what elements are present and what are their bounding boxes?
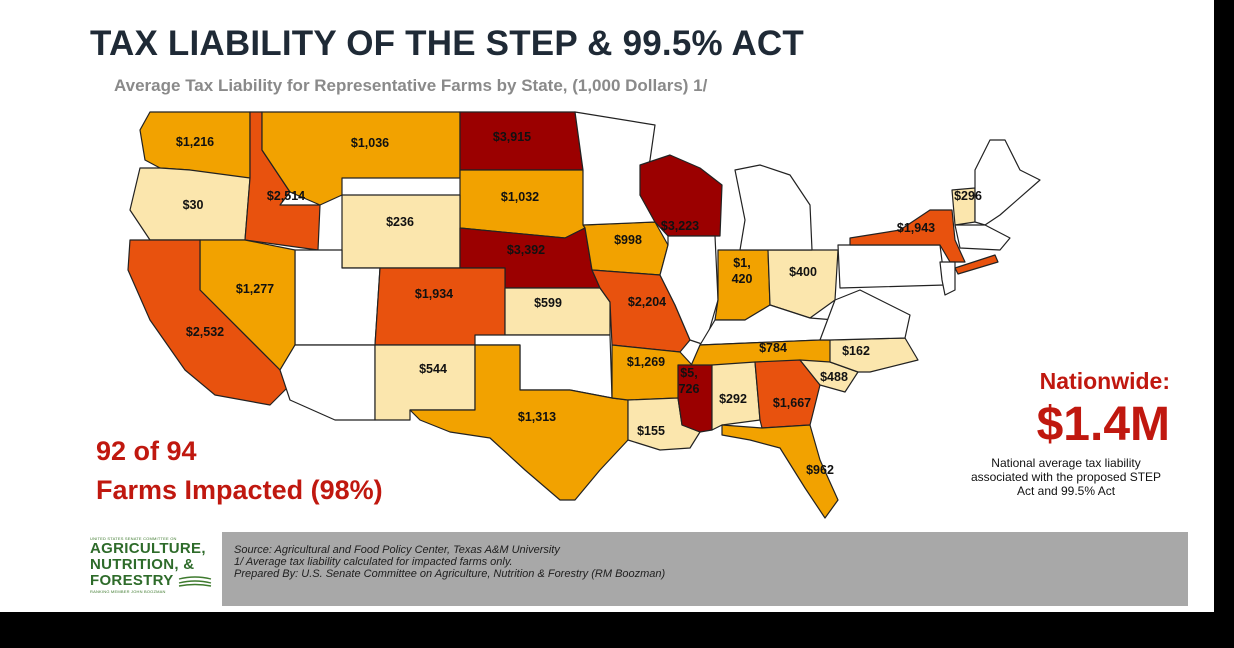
state-value-ms: $5, [680, 366, 697, 380]
state-value-ms: 726 [679, 382, 700, 396]
state-wy [341, 194, 461, 269]
source-footer: Source: Agricultural and Food Policy Cen… [222, 532, 1188, 606]
state-pa [837, 244, 946, 289]
state-me [974, 139, 1041, 226]
state-value-nd: $3,915 [493, 130, 531, 144]
state-value-ne: $3,392 [507, 243, 545, 257]
state-al [711, 361, 761, 431]
state-ks [504, 287, 611, 336]
farms-label: Farms Impacted (98%) [96, 475, 383, 505]
state-value-ar: $1,269 [627, 355, 665, 369]
state-value-ny: $1,943 [897, 221, 935, 235]
state-value-wa: $1,216 [176, 135, 214, 149]
nationwide-label: Nationwide: [1039, 368, 1170, 394]
state-value-id: $2,514 [267, 189, 305, 203]
footer-source: Source: Agricultural and Food Policy Cen… [234, 544, 560, 556]
state-fl [721, 424, 839, 519]
state-value-al: $292 [719, 392, 747, 406]
slide: TAX LIABILITY OF THE STEP & 99.5% ACT Av… [0, 0, 1214, 612]
logo-bottom-text: RANKING MEMBER JOHN BOOZMAN [90, 589, 166, 594]
state-value-oh: $400 [789, 265, 817, 279]
state-az [279, 344, 376, 421]
farms-count: 92 of 94 [96, 436, 197, 466]
state-value-sd: $1,032 [501, 190, 539, 204]
state-ca [127, 239, 291, 406]
logo-top-text: UNITED STATES SENATE COMMITTEE ON [90, 536, 177, 541]
state-nj [939, 261, 956, 296]
nationwide-description: National average tax liability associate… [970, 456, 1162, 499]
state-sd [459, 169, 586, 239]
nationwide-summary: Nationwide: $1.4M National average tax l… [960, 368, 1170, 498]
state-value-nm: $544 [419, 362, 447, 376]
state-value-mt: $1,036 [351, 136, 389, 150]
state-value-ks: $599 [534, 296, 562, 310]
state-ma [954, 224, 1011, 251]
logo-line-1: AGRICULTURE, [90, 540, 206, 557]
state-value-sc: $488 [820, 370, 848, 384]
state-ny-li [954, 254, 999, 275]
footer-note: 1/ Average tax liability calculated for … [234, 556, 513, 568]
state-value-ia: $998 [614, 233, 642, 247]
farms-impacted: 92 of 94 Farms Impacted (98%) [96, 436, 383, 506]
state-wi [639, 154, 723, 237]
state-value-tx: $1,313 [518, 410, 556, 424]
logo-line-2: NUTRITION, & [90, 556, 195, 573]
state-value-vt: $296 [954, 189, 982, 203]
us-map: $1,216 $30 $2,514 $1,036 $3,915 $1,032 $236 $3,… [127, 111, 1041, 519]
state-value-in: 420 [732, 272, 753, 286]
logo-line-3: FORESTRY [90, 573, 215, 589]
state-va [819, 289, 911, 341]
field-rows-icon [178, 576, 211, 587]
state-nm [374, 344, 476, 421]
state-value-wi: $3,223 [661, 219, 699, 233]
page-title: TAX LIABILITY OF THE STEP & 99.5% ACT [90, 24, 804, 63]
state-sc [799, 359, 859, 393]
state-ny [849, 209, 966, 263]
state-value-nv: $1,277 [236, 282, 274, 296]
state-tx [409, 344, 629, 501]
committee-logo: UNITED STATES SENATE COMMITTEE ON AGRICU… [90, 536, 215, 606]
state-ia [582, 221, 669, 276]
state-mi [734, 164, 813, 251]
nationwide-value: $1.4M [1036, 398, 1170, 451]
state-value-mo: $2,204 [628, 295, 666, 309]
state-value-or: $30 [183, 198, 204, 212]
state-co [374, 267, 506, 346]
footer-prepared-by: Prepared By: U.S. Senate Committee on Ag… [234, 568, 666, 580]
state-value-ca: $2,532 [186, 325, 224, 339]
state-value-tn: $784 [759, 341, 787, 355]
state-value-co: $1,934 [415, 287, 453, 301]
state-value-nc: $162 [842, 344, 870, 358]
state-value-la: $155 [637, 424, 665, 438]
subtitle: Average Tax Liability for Representative… [114, 76, 708, 95]
state-il [659, 235, 719, 346]
state-value-wy: $236 [386, 215, 414, 229]
state-value-ga: $1,667 [773, 396, 811, 410]
state-value-fl: $962 [806, 463, 834, 477]
state-oh [767, 249, 839, 319]
state-value-in: $1, [733, 256, 750, 270]
